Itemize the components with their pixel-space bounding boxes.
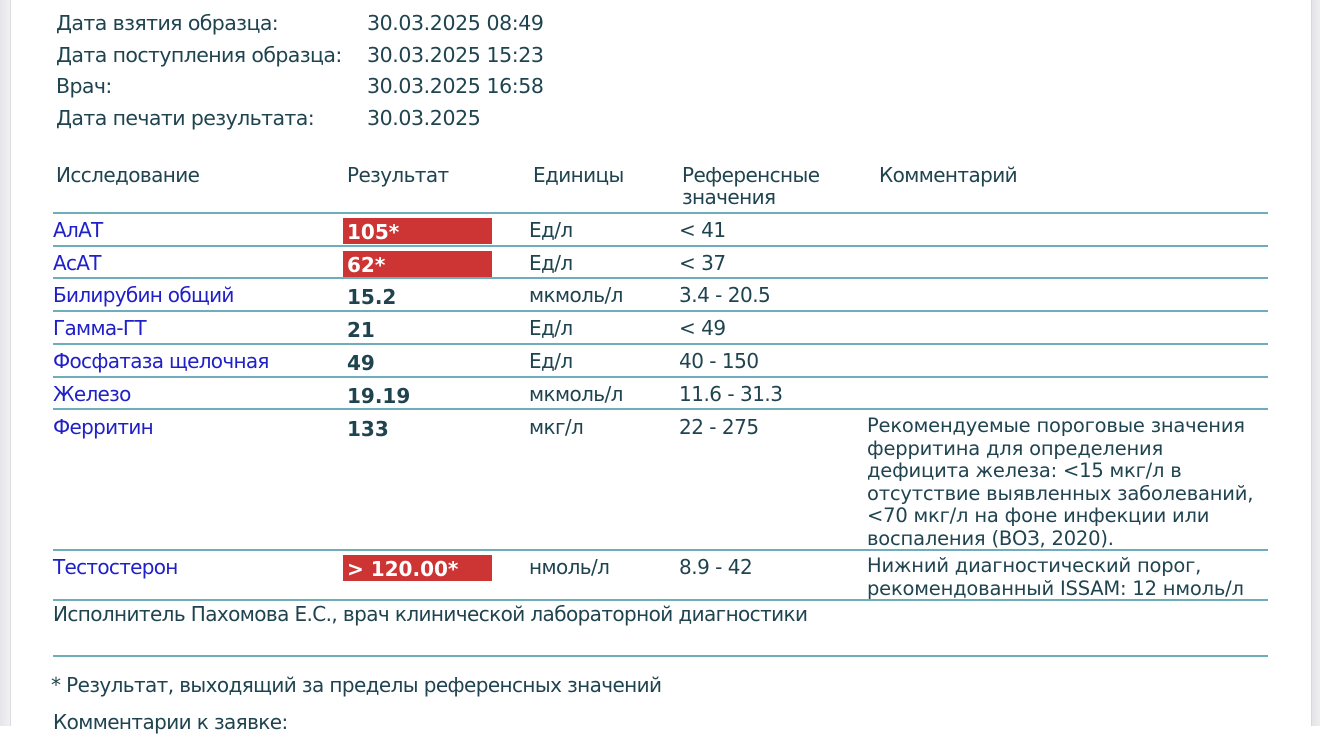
result-value: 21 [347, 318, 375, 342]
header-reference-line2: значения [682, 185, 776, 209]
header-reference: Референсные значения [682, 163, 820, 209]
order-comments-label: Комментарии к заявке: [53, 710, 288, 734]
header-comment: Комментарий [879, 163, 1018, 187]
result-value: 49 [347, 351, 375, 375]
header-result: Результат [347, 163, 449, 187]
right-page-margin [1311, 0, 1320, 726]
test-name-link[interactable]: Железо [53, 382, 131, 406]
reference-range: 3.4 - 20.5 [679, 283, 771, 307]
comment: Нижний диагностический порог, рекомендов… [867, 554, 1244, 600]
meta-value: 30.03.2025 [367, 105, 481, 130]
test-name-link[interactable]: АсАТ [53, 251, 101, 275]
meta-label: Врач: [56, 74, 112, 98]
units: Ед/л [529, 349, 573, 373]
units: мкмоль/л [529, 382, 623, 406]
header-test: Исследование [56, 163, 200, 187]
units: мкг/л [529, 415, 584, 439]
test-name-link[interactable]: Гамма-ГТ [53, 316, 147, 340]
test-name-link[interactable]: Тестостерон [53, 555, 178, 579]
row-divider [53, 343, 1268, 345]
performer-signature: Исполнитель Пахомова Е.С., врач клиничес… [53, 602, 808, 626]
row-divider [53, 408, 1268, 410]
result-value-flagged: 62* [343, 251, 492, 277]
test-name-link[interactable]: Фосфатаза щелочная [53, 349, 269, 373]
row-divider [53, 277, 1268, 279]
meta-value: 30.03.2025 08:49 [367, 11, 544, 35]
reference-range: 22 - 275 [679, 415, 759, 439]
row-divider [53, 310, 1268, 312]
result-value-flagged: > 120.00* [343, 555, 492, 581]
units: мкмоль/л [529, 283, 623, 307]
meta-label: Дата печати результата: [56, 105, 315, 130]
meta-value: 30.03.2025 15:23 [367, 42, 544, 67]
out-of-range-legend: * Результат, выходящий за пределы рефере… [51, 673, 662, 697]
header-units: Единицы [533, 163, 624, 187]
reference-range: 11.6 - 31.3 [679, 382, 783, 406]
units: Ед/л [529, 218, 573, 242]
reference-range: < 41 [679, 218, 726, 242]
comment: Рекомендуемые пороговые значения феррити… [867, 414, 1254, 550]
result-value: 19.19 [347, 384, 411, 408]
result-value: 133 [347, 417, 389, 441]
meta-value: 30.03.2025 16:58 [367, 74, 544, 98]
row-divider [53, 549, 1268, 551]
results-table-header: Исследование Результат Единицы Референсн… [0, 162, 1320, 212]
test-name-link[interactable]: Билирубин общий [53, 283, 234, 307]
test-name-link[interactable]: АлАТ [53, 218, 103, 242]
reference-range: 40 - 150 [679, 349, 759, 373]
test-name-link[interactable]: Ферритин [53, 415, 154, 439]
units: Ед/л [529, 251, 573, 275]
left-page-margin [0, 0, 11, 726]
reference-range: < 37 [679, 251, 726, 275]
row-divider [53, 212, 1268, 214]
reference-range: < 49 [679, 316, 726, 340]
meta-label: Дата поступления образца: [56, 42, 342, 67]
result-value: 15.2 [347, 285, 397, 309]
row-divider [53, 376, 1268, 378]
units: Ед/л [529, 316, 573, 340]
reference-range: 8.9 - 42 [679, 555, 753, 579]
row-divider [53, 245, 1268, 247]
header-reference-line1: Референсные [682, 163, 820, 187]
units: нмоль/л [529, 555, 610, 579]
row-divider [53, 599, 1268, 601]
meta-label: Дата взятия образца: [56, 11, 279, 35]
result-value-flagged: 105* [343, 218, 492, 244]
footer-divider [53, 655, 1268, 657]
